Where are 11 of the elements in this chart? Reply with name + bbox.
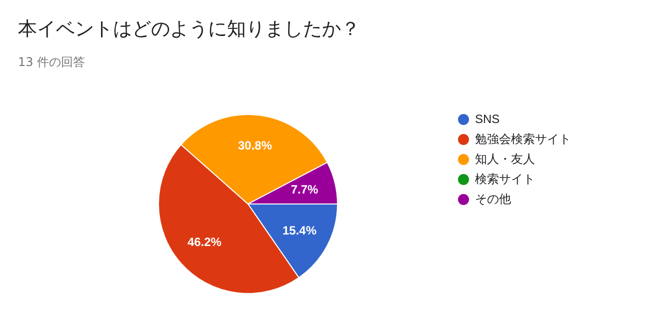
chart-title: 本イベントはどのように知りましたか？ [18, 17, 360, 42]
data-label: 46.2% [187, 234, 222, 249]
data-label: 7.7% [290, 182, 318, 196]
legend-label: その他 [475, 192, 511, 207]
legend-label: SNS [475, 112, 500, 127]
legend-label: 勉強会検索サイト [475, 132, 571, 147]
text: 13 件の回答 [18, 54, 86, 71]
data-label: 30.8% [238, 138, 272, 153]
data-label: 15.4% [282, 223, 317, 238]
legend-label: 知人・友人 [475, 152, 535, 167]
legend-label: 検索サイト [475, 172, 535, 187]
